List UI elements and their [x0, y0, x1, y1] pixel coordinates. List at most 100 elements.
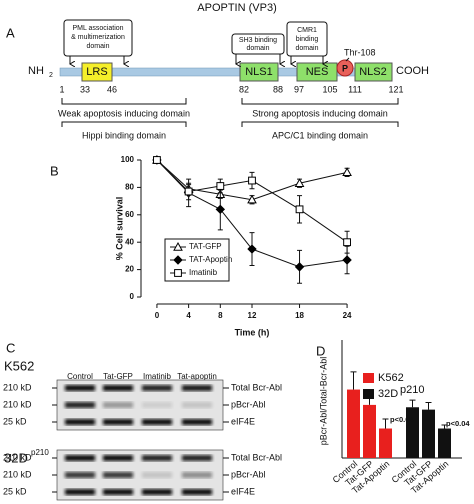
band-label: eIF4E — [231, 486, 255, 496]
bar — [406, 407, 419, 458]
series-line — [156, 159, 348, 243]
cell-line: 32D — [4, 450, 28, 465]
panel-label: D — [316, 343, 325, 358]
lane-label: Tat-apoptin — [177, 372, 217, 381]
band — [182, 419, 212, 425]
band — [103, 472, 133, 478]
marker — [184, 187, 193, 196]
callout-text: & multimerization — [71, 34, 125, 41]
bar — [379, 428, 392, 458]
position: 1 — [59, 84, 64, 94]
x-axis-label: Time (h) — [235, 327, 270, 337]
band-label: eIF4E — [231, 416, 255, 426]
series-line — [156, 159, 348, 201]
error-bar — [409, 399, 416, 408]
connector — [345, 57, 350, 62]
x-tick-label: 18 — [295, 311, 304, 320]
band — [182, 472, 212, 478]
series-line — [156, 159, 348, 268]
marker — [342, 255, 352, 265]
legend-label: TAT-Apoptin — [189, 255, 232, 264]
band — [142, 385, 172, 391]
phospho-circle — [336, 59, 354, 77]
marker — [342, 167, 352, 177]
position: 46 — [107, 84, 117, 94]
bar — [347, 389, 360, 458]
band — [182, 455, 212, 461]
position: 88 — [273, 84, 283, 94]
marker — [247, 244, 257, 254]
y-tick-label: 80 — [125, 183, 134, 192]
panel-label: A — [6, 25, 15, 40]
y-tick-label: 100 — [121, 155, 135, 164]
callout-text: SH3 binding — [239, 37, 277, 44]
band — [142, 489, 172, 495]
region-label: APC/C1 binding domain — [272, 130, 368, 140]
n-terminus: NH — [28, 65, 44, 77]
annotation: p<0.04 — [390, 415, 414, 424]
mw-marker: 25 kD — [3, 486, 27, 496]
domain-box — [296, 62, 338, 82]
marker — [248, 176, 256, 185]
legend-label: K562 — [378, 372, 404, 384]
band — [103, 402, 133, 408]
legend-swatch — [363, 389, 374, 399]
blots: 210 kD Total Bcr-Abl 210 kD pBcr-Abl 25 kD eI… — [3, 379, 282, 501]
region-label: Strong apoptosis inducing domain — [252, 108, 388, 118]
phospho-label: P — [342, 63, 348, 73]
position: 121 — [388, 84, 403, 94]
band — [65, 455, 95, 461]
cell-line: K562 — [4, 358, 34, 373]
callout-text: binding — [296, 36, 319, 43]
x-tick-label: 12 — [248, 311, 257, 320]
error-bar — [382, 418, 389, 429]
callout-box — [231, 33, 285, 55]
region-label: Weak apoptosis inducing domain — [58, 108, 190, 118]
panel-label: B — [50, 163, 59, 178]
band — [142, 419, 172, 425]
x-tick-label: 0 — [155, 311, 160, 320]
y-tick-label: 0 — [130, 292, 135, 301]
cell-line-sup: p210 — [31, 448, 49, 457]
band — [103, 419, 133, 425]
legend-box — [164, 238, 230, 282]
bracket — [241, 98, 399, 105]
mw-marker: 210 kD — [3, 452, 32, 462]
region-label: Hippi binding domain — [82, 130, 166, 140]
marker — [215, 204, 226, 215]
legend-label: TAT-GFP — [189, 242, 222, 251]
legend-marker — [173, 241, 183, 251]
band — [65, 385, 95, 391]
position-labels: 1 33 46 82 88 97 105 111 121 — [59, 84, 403, 94]
band — [65, 489, 95, 495]
band — [103, 489, 133, 495]
legend-label: 32D — [378, 388, 398, 400]
mw-marker: 210 kD — [3, 469, 32, 479]
band — [65, 472, 95, 478]
band — [142, 402, 172, 408]
bracket — [61, 98, 187, 105]
y-tick-label: 20 — [125, 265, 134, 274]
panel-title: APOPTIN (VP3) — [197, 2, 276, 14]
callout-text: domain — [87, 43, 110, 50]
band-label: Total Bcr-Abl — [231, 452, 282, 462]
marker — [153, 156, 161, 164]
bar — [363, 404, 376, 458]
band — [182, 402, 212, 408]
callout-text: domain — [296, 45, 319, 52]
position: 111 — [348, 84, 362, 94]
bar — [438, 428, 451, 458]
x-tick-label: 4 — [186, 311, 191, 320]
band — [142, 472, 172, 478]
annotation: p<0.04 — [446, 419, 470, 428]
error-bar — [441, 424, 448, 429]
band — [142, 455, 172, 461]
callout-box — [286, 21, 328, 57]
panel-a: APOPTIN (VP3) A NH 2 COOH LRS NLS1 NES N… — [6, 2, 429, 140]
callout-text: PML association — [72, 25, 123, 32]
legend-marker — [174, 269, 182, 277]
domain-box — [354, 62, 393, 82]
legend-swatch — [363, 373, 374, 383]
band — [182, 489, 212, 495]
